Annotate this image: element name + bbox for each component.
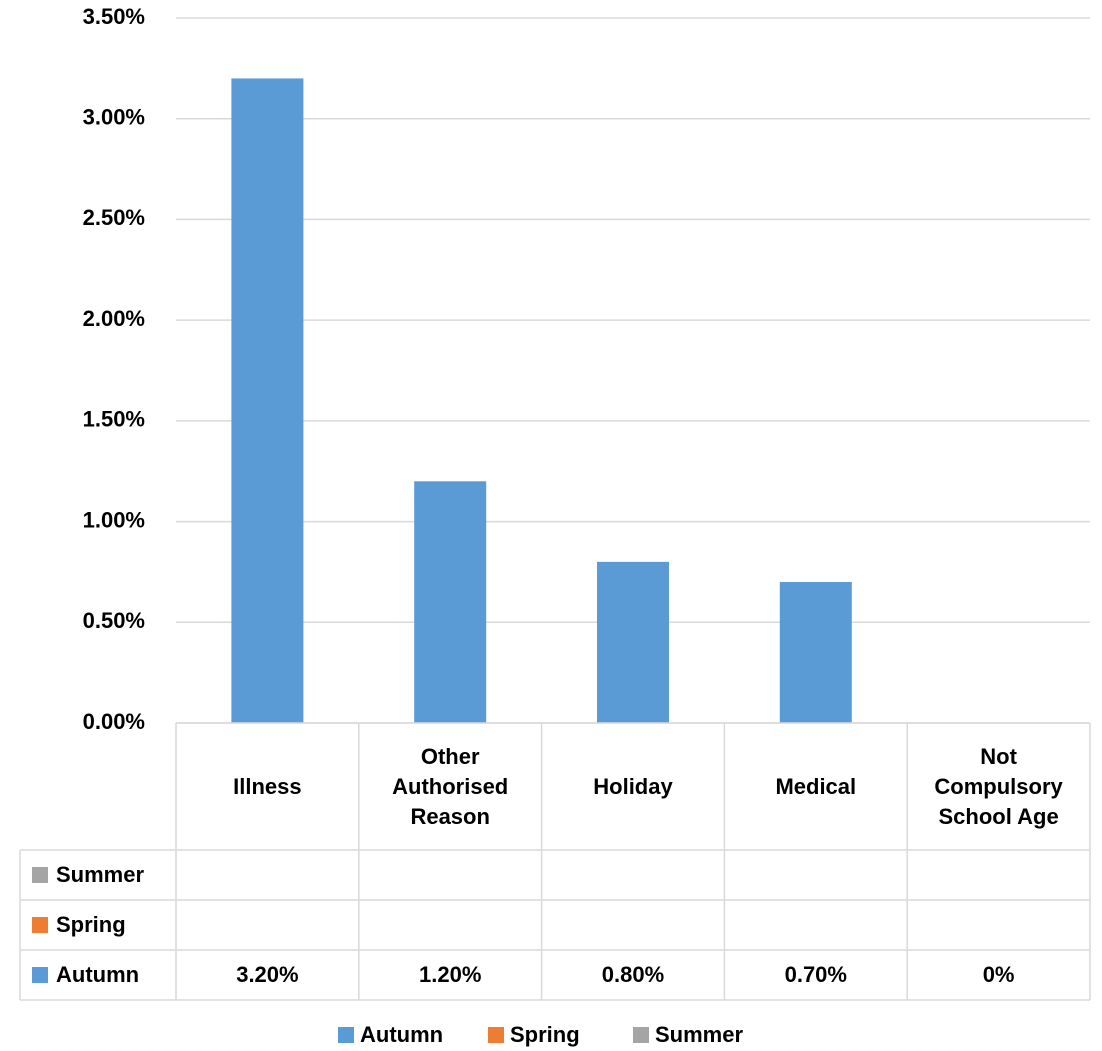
legend-label: Autumn	[360, 1022, 443, 1047]
x-tick-label: Illness	[233, 773, 302, 799]
y-tick-label: 0.00%	[83, 709, 145, 734]
x-tick-label: Other Authorised Reason	[392, 743, 509, 829]
x-tick-label: Holiday	[593, 773, 673, 799]
legend-key	[488, 1027, 504, 1043]
legend-key	[32, 917, 48, 933]
x-tick-label: Not Compulsory School Age	[934, 743, 1063, 829]
y-tick-label: 1.50%	[83, 407, 145, 432]
y-tick-label: 0.50%	[83, 608, 145, 633]
table-value: 3.20%	[236, 962, 298, 987]
table-value: 0.70%	[785, 962, 847, 987]
legend-key	[32, 967, 48, 983]
legend-key	[338, 1027, 354, 1043]
y-tick-label: 2.00%	[83, 306, 145, 331]
bar	[414, 481, 487, 723]
table-value: 1.20%	[419, 962, 481, 987]
table-series-label: Autumn	[56, 962, 139, 987]
y-tick-label: 1.00%	[83, 507, 145, 532]
bar	[231, 78, 304, 723]
table-series-label: Summer	[56, 862, 144, 887]
y-tick-label: 3.00%	[83, 105, 145, 130]
y-tick-label: 2.50%	[83, 205, 145, 230]
bar	[597, 561, 669, 723]
y-tick-label: 3.50%	[83, 4, 145, 29]
table-value: 0%	[983, 962, 1015, 987]
legend-key	[32, 867, 48, 883]
bar	[779, 582, 852, 723]
x-tick-label: Medical	[775, 773, 857, 799]
table-series-label: Spring	[56, 912, 126, 937]
legend-label: Summer	[655, 1022, 743, 1047]
legend-label: Spring	[510, 1022, 580, 1047]
legend-key	[633, 1027, 649, 1043]
table-value: 0.80%	[602, 962, 664, 987]
